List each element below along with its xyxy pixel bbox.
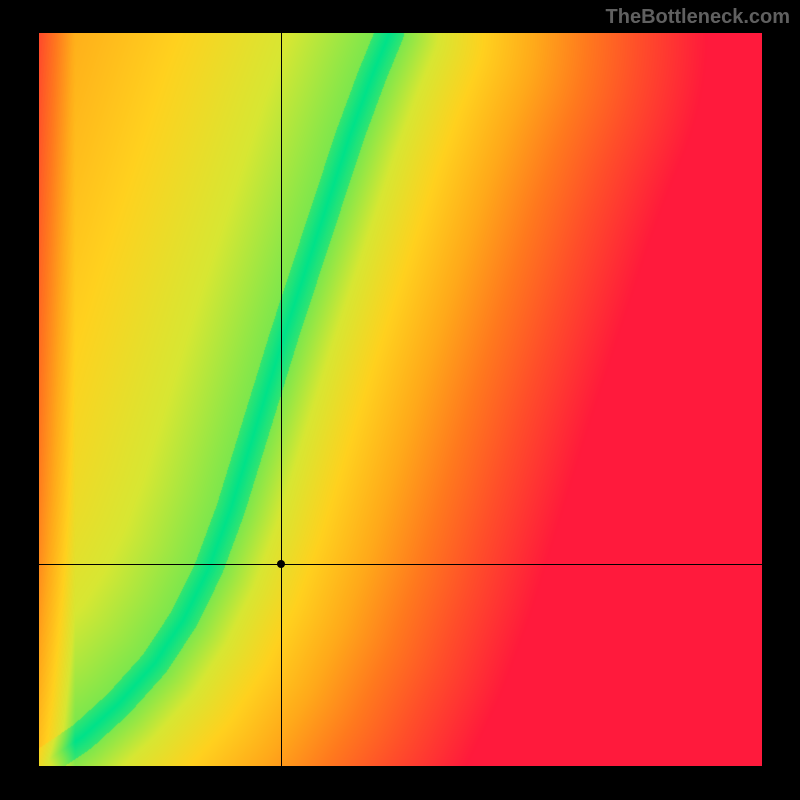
crosshair-vertical	[281, 33, 282, 766]
heatmap-plot-area	[39, 33, 762, 766]
crosshair-horizontal	[39, 564, 762, 565]
data-point-marker	[277, 560, 285, 568]
watermark-text: TheBottleneck.com	[606, 6, 790, 29]
heatmap-canvas	[39, 33, 762, 766]
